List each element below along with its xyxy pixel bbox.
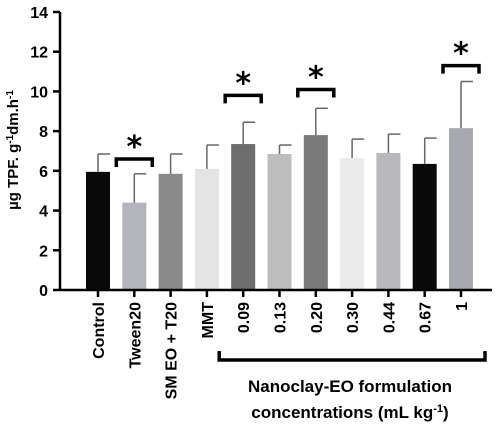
formulation-group-bracket: Nanoclay-EO formulation concentrations (… <box>217 351 487 422</box>
y-tick-label: 6 <box>39 164 48 181</box>
x-tick-label: MMT <box>200 302 217 339</box>
significance-star: * <box>235 66 251 101</box>
x-tick-label: 1 <box>454 302 471 311</box>
y-tick-label: 8 <box>39 124 48 141</box>
y-axis: 0 2 4 6 8 10 12 14 <box>30 5 62 300</box>
y-tick-label: 0 <box>39 283 48 300</box>
x-tick-label: Tween20 <box>127 302 144 369</box>
bar <box>86 171 110 290</box>
x-tick-label: Control <box>91 302 108 359</box>
y-axis-label: µg TPF. g-1dm.h-1 <box>5 90 23 210</box>
error-bars <box>97 80 473 203</box>
bar <box>158 173 183 290</box>
y-tick-label: 14 <box>30 5 48 22</box>
x-tick-label: 0.20 <box>309 302 326 333</box>
x-tick-label: 0.44 <box>381 302 398 333</box>
significance-markers: * * * * <box>114 37 481 167</box>
x-tick-label: 0.09 <box>236 302 253 333</box>
bar <box>194 168 219 290</box>
significance-bracket <box>296 87 336 98</box>
y-tick-label: 10 <box>30 84 48 101</box>
group-label-line2-main: concentrations (mL kg <box>251 403 433 422</box>
bar <box>412 163 437 290</box>
x-tick-label: SM EO + T20 <box>164 302 181 399</box>
bar <box>303 135 328 290</box>
x-tick-label: 0.13 <box>273 302 290 333</box>
bar <box>267 153 292 290</box>
x-axis: Control Tween20 SM EO + T20 MMT 0.09 0.13 0.20… <box>60 288 492 399</box>
significance-star: * <box>308 60 324 95</box>
significance-star: * <box>453 37 469 72</box>
y-tick-label: 12 <box>30 45 48 62</box>
group-label-line1: Nanoclay-EO formulation <box>248 377 452 396</box>
bar <box>376 152 401 290</box>
significance-star: * <box>126 130 142 165</box>
x-tick-label: 0.30 <box>345 302 362 333</box>
group-bracket-line <box>217 351 487 362</box>
y-tick-label: 2 <box>39 243 48 260</box>
significance-bracket <box>223 93 263 104</box>
x-tick-label: 0.67 <box>418 302 435 333</box>
bar <box>340 157 365 290</box>
group-label-line2-end: ) <box>443 403 449 422</box>
significance-bracket <box>114 157 155 167</box>
y-tick-label: 4 <box>39 204 48 221</box>
bars <box>86 128 473 290</box>
bar <box>231 144 256 290</box>
bar <box>449 128 473 290</box>
bar <box>122 202 147 290</box>
group-label-line2-sup: -1 <box>433 403 443 415</box>
significance-bracket <box>441 63 481 74</box>
group-label-line2: concentrations (mL kg-1) <box>251 403 448 422</box>
